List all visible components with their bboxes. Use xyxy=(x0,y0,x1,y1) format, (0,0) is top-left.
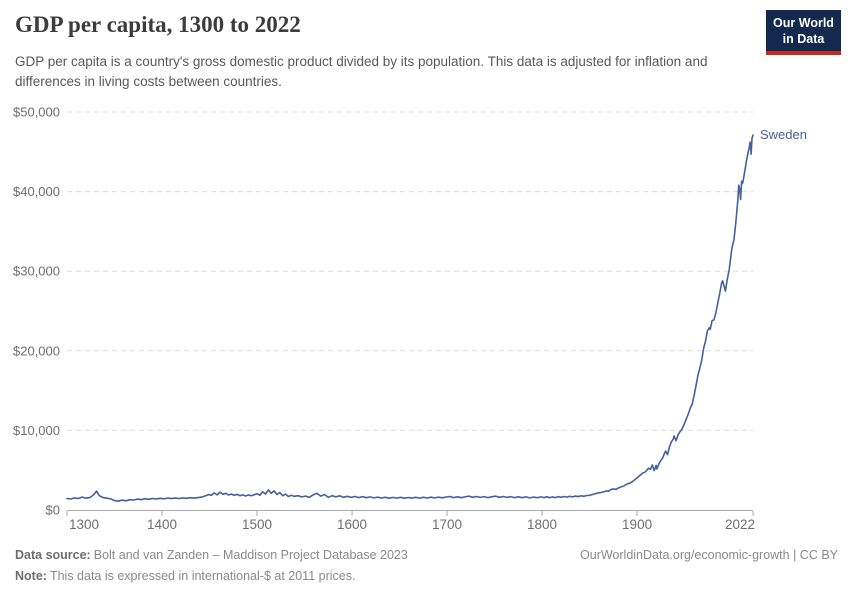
owid-logo[interactable]: Our World in Data xyxy=(766,10,841,55)
page-title: GDP per capita, 1300 to 2022 xyxy=(15,12,301,37)
y-tick-label-10000: $10,000 xyxy=(13,423,60,438)
data-source-text: Bolt and van Zanden – Maddison Project D… xyxy=(93,548,408,562)
y-tick-label-20000: $20,000 xyxy=(13,343,60,358)
x-tick-label-1800: 1800 xyxy=(527,517,557,532)
series-line-sweden[interactable] xyxy=(66,134,754,503)
owid-logo-line1: Our World xyxy=(773,16,834,30)
license-badge[interactable]: CC BY xyxy=(799,548,838,562)
x-tick-label-1900: 1900 xyxy=(622,517,652,532)
y-tick-label-50000: $50,000 xyxy=(13,105,60,120)
note-text: This data is expressed in international-… xyxy=(49,569,356,584)
owid-logo-line2: in Data xyxy=(782,32,825,47)
x-tick-label-1400: 1400 xyxy=(147,517,177,532)
gdp-line-chart: $0 $10,000 $20,000 $30,000 $40,000 $50,000 130… xyxy=(13,105,807,533)
y-tick-label-30000: $30,000 xyxy=(13,264,60,279)
footer-right: OurWorldinData.org/economic-growth | CC … xyxy=(580,545,838,566)
x-tick-label-1300: 1300 xyxy=(69,517,99,532)
footer-left: Data source: Bolt and van Zanden – Maddis… xyxy=(15,545,408,588)
y-tick-label-0: $0 xyxy=(46,503,60,518)
y-tick-label-40000: $40,000 xyxy=(13,184,60,199)
note-label: Note: xyxy=(15,569,47,584)
data-source-label: Data source: xyxy=(15,548,91,562)
chart-subtitle: GDP per capita is a country's gross dome… xyxy=(15,54,708,89)
owid-url-link[interactable]: OurWorldinData.org/economic-growth xyxy=(580,548,790,562)
footer: Data source: Bolt and van Zanden – Maddis… xyxy=(15,545,838,588)
x-tick-label-2022: 2022 xyxy=(725,517,755,532)
x-tick-label-1500: 1500 xyxy=(242,517,272,532)
x-tick-label-1600: 1600 xyxy=(337,517,367,532)
data-source-line: Data source: Bolt and van Zanden – Maddis… xyxy=(15,545,408,566)
series-end-label[interactable]: Sweden xyxy=(760,127,807,142)
note-line: Note: This data is expressed in internati… xyxy=(15,566,408,587)
license-separator: | xyxy=(789,548,800,562)
x-tick-label-1700: 1700 xyxy=(432,517,462,532)
